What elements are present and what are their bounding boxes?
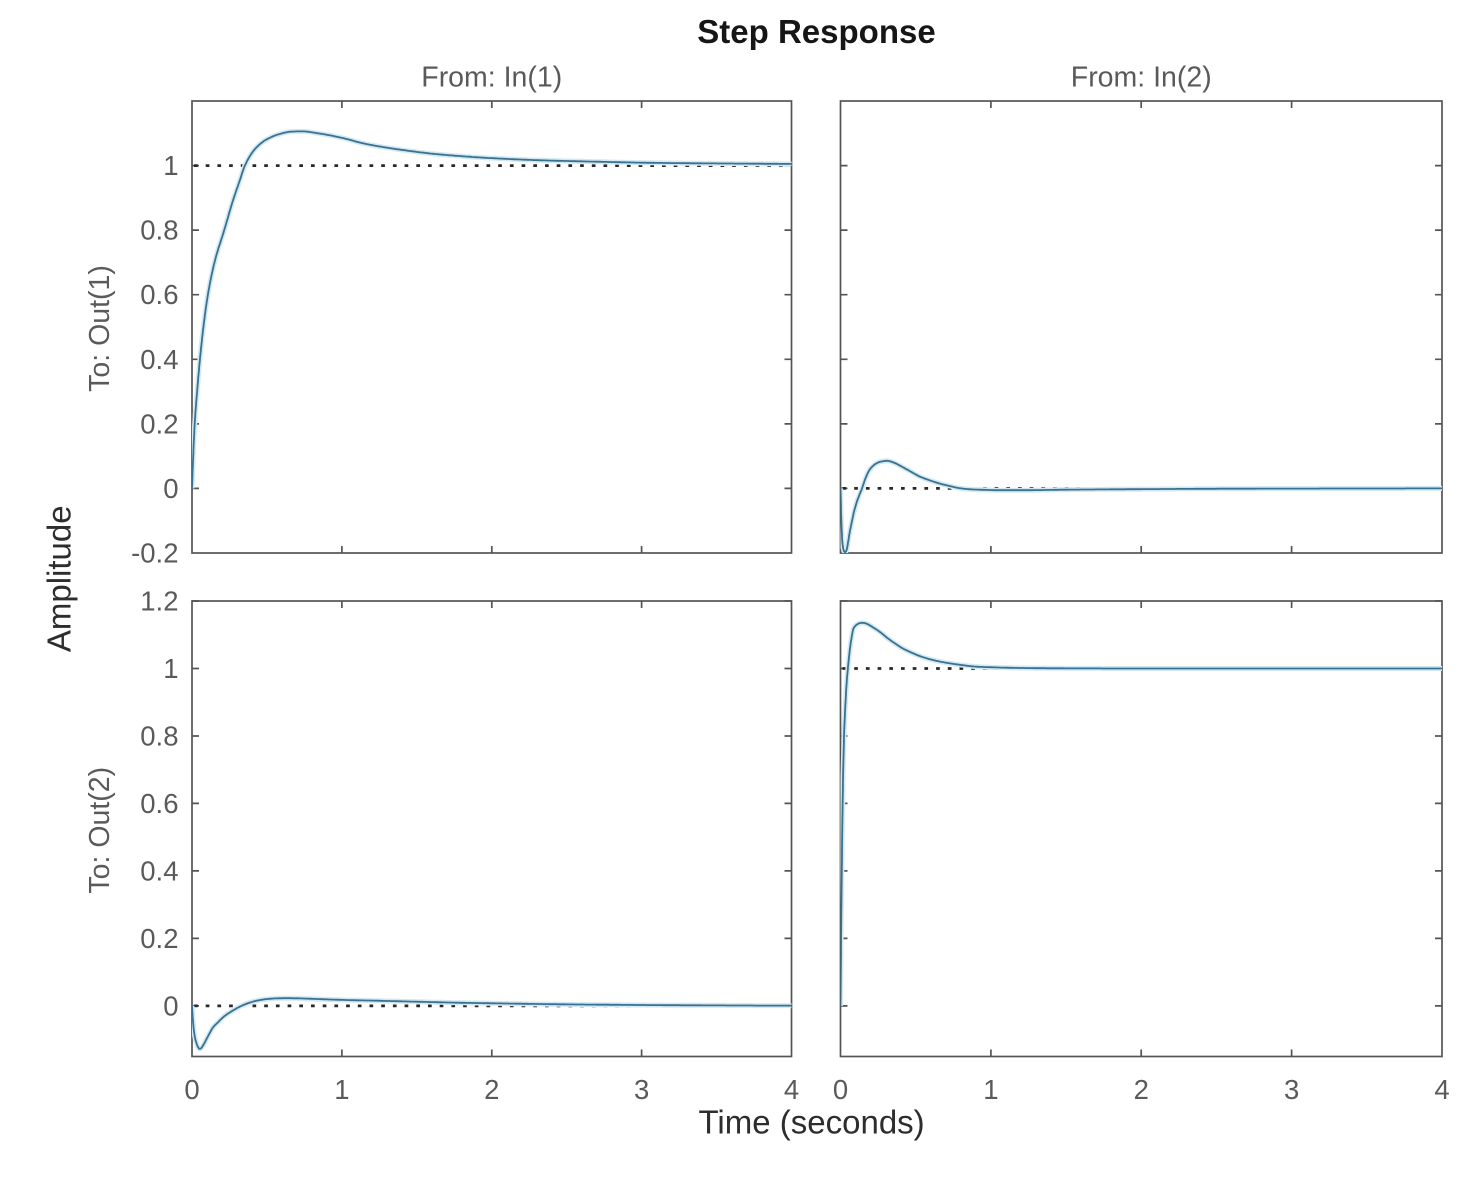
svg-text:3: 3 — [634, 1074, 649, 1105]
svg-text:0.4: 0.4 — [140, 855, 178, 886]
svg-text:Time (seconds): Time (seconds) — [699, 1104, 925, 1141]
svg-text:0.6: 0.6 — [140, 279, 178, 310]
svg-text:To: Out(1): To: Out(1) — [84, 265, 116, 392]
svg-text:0.4: 0.4 — [140, 344, 178, 375]
svg-text:4: 4 — [784, 1074, 799, 1105]
svg-text:0: 0 — [163, 990, 178, 1021]
svg-text:1.2: 1.2 — [140, 586, 178, 617]
svg-text:0: 0 — [184, 1074, 199, 1105]
svg-text:0.2: 0.2 — [140, 408, 178, 439]
svg-text:1: 1 — [163, 653, 178, 684]
svg-text:To: Out(2): To: Out(2) — [84, 767, 116, 894]
svg-text:1: 1 — [334, 1074, 349, 1105]
svg-text:-0.2: -0.2 — [131, 538, 178, 569]
svg-text:0: 0 — [833, 1074, 848, 1105]
svg-text:0: 0 — [163, 473, 178, 504]
svg-text:Amplitude: Amplitude — [41, 505, 78, 652]
svg-text:0.8: 0.8 — [140, 720, 178, 751]
svg-text:4: 4 — [1434, 1074, 1449, 1105]
svg-text:From: In(1): From: In(1) — [421, 62, 562, 94]
svg-text:2: 2 — [484, 1074, 499, 1105]
svg-text:2: 2 — [1134, 1074, 1149, 1105]
svg-text:0.6: 0.6 — [140, 788, 178, 819]
svg-text:Step Response: Step Response — [697, 13, 935, 50]
svg-text:From: In(2): From: In(2) — [1071, 62, 1212, 94]
svg-text:1: 1 — [983, 1074, 998, 1105]
svg-text:0.8: 0.8 — [140, 215, 178, 246]
svg-text:3: 3 — [1284, 1074, 1299, 1105]
svg-text:0.2: 0.2 — [140, 923, 178, 954]
svg-text:1: 1 — [163, 150, 178, 181]
